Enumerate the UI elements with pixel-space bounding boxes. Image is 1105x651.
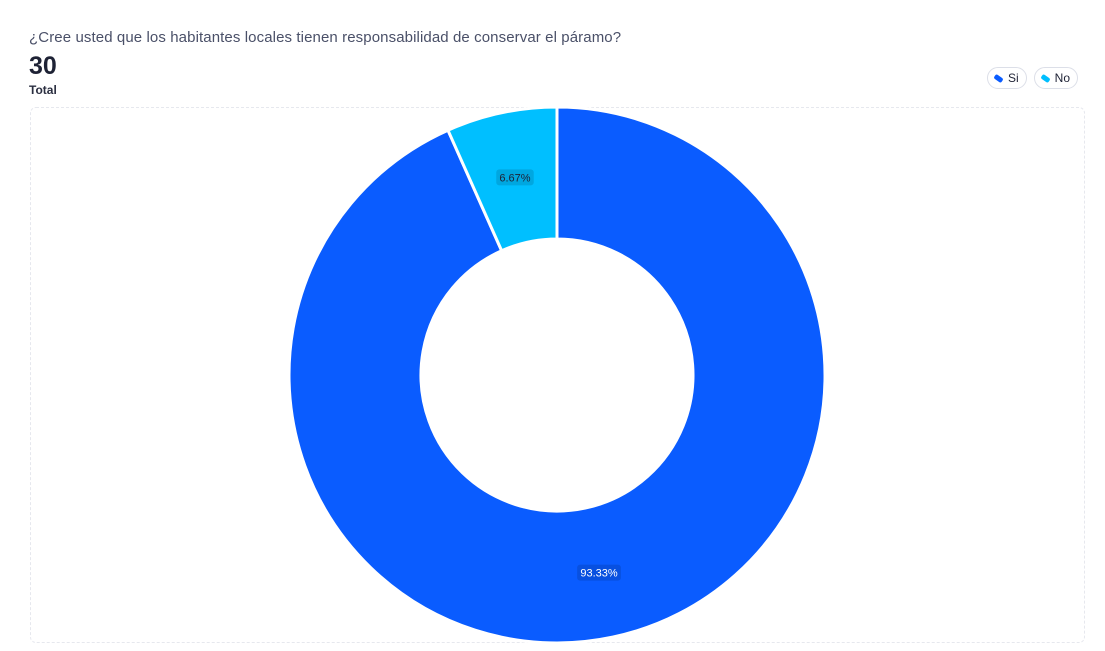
donut-slice-no[interactable]	[446, 105, 559, 253]
total-count: 30	[29, 52, 57, 80]
legend-item-no[interactable]: No	[1033, 67, 1078, 89]
chart-legend: Si No	[986, 67, 1078, 89]
slice-label-text-no: 6.67%	[499, 172, 530, 184]
slice-label-text-si: 93.33%	[580, 568, 618, 580]
legend-item-si[interactable]: Si	[986, 67, 1027, 89]
legend-label-no: No	[1054, 71, 1070, 85]
legend-label-si: Si	[1007, 71, 1019, 85]
slice-label-bg-si	[577, 564, 621, 581]
slice-label-no: 6.67%	[496, 169, 534, 186]
slice-label-bg-no	[496, 169, 534, 186]
slice-label-si: 93.33%	[577, 564, 621, 581]
chart-question-title: ¿Cree usted que los habitantes locales t…	[29, 29, 622, 46]
total-label: Total	[29, 83, 57, 97]
donut-slice-si[interactable]	[287, 105, 827, 645]
